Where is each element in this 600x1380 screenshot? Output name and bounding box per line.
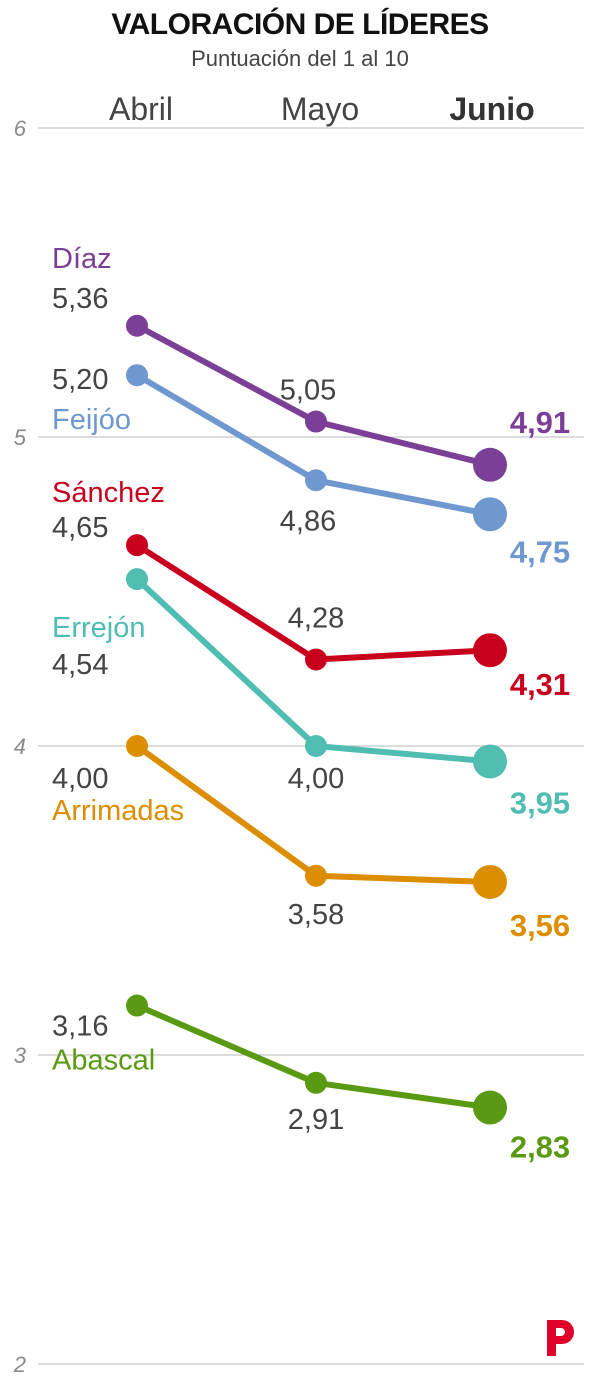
series-name-label: Errejón [52,612,146,644]
data-point [126,735,148,757]
y-tick-label: 3 [14,1043,27,1068]
x-category-label: Abril [109,91,173,127]
data-point [305,735,327,757]
series-name-label: Arrimadas [52,795,184,827]
x-category-label: Junio [449,91,534,127]
data-point [305,469,327,492]
data-label: 4,00 [288,763,344,795]
y-tick-label: 5 [14,425,27,450]
data-label: 4,91 [510,405,570,440]
data-label: 4,65 [52,512,108,544]
data-point [305,648,327,671]
data-label: 3,16 [52,1011,108,1043]
data-label: 2,91 [288,1104,344,1136]
data-label: 4,28 [288,602,344,634]
data-label: 4,00 [52,763,108,795]
data-point [473,447,507,482]
data-point [126,314,148,337]
data-label: 4,31 [510,667,570,702]
chart-title: VALORACIÓN DE LÍDERES [111,8,489,41]
data-label: 4,86 [280,505,336,537]
y-tick-label: 6 [14,116,27,141]
series-name-label: Feijóo [52,404,131,436]
series-name-label: Sánchez [52,477,165,509]
y-tick-label: 4 [14,734,26,759]
data-label: 5,36 [52,283,108,315]
y-tick-label: 2 [13,1352,26,1377]
data-point [473,1090,507,1125]
series-name-label: Díaz [52,243,112,275]
x-category-label: Mayo [281,91,359,127]
data-point [305,864,327,887]
data-label: 4,75 [510,534,570,569]
data-label: 3,56 [510,908,570,943]
data-label: 5,05 [280,375,336,407]
data-point [126,534,148,557]
data-label: 3,95 [510,785,570,820]
data-point [305,1071,327,1094]
series-name-label: Abascal [52,1045,155,1077]
data-point [126,994,148,1017]
data-label: 4,54 [52,649,108,681]
data-point [473,633,507,668]
data-label: 3,58 [288,899,344,931]
data-point [305,410,327,433]
data-point [473,744,507,779]
chart-subtitle: Puntuación del 1 al 10 [191,46,409,71]
data-point [126,364,148,387]
data-label: 5,20 [52,364,108,396]
red-p-logo-icon [547,1320,574,1356]
data-point [126,568,148,591]
data-point [473,497,507,532]
data-point [473,864,507,899]
data-label: 2,83 [510,1130,570,1165]
